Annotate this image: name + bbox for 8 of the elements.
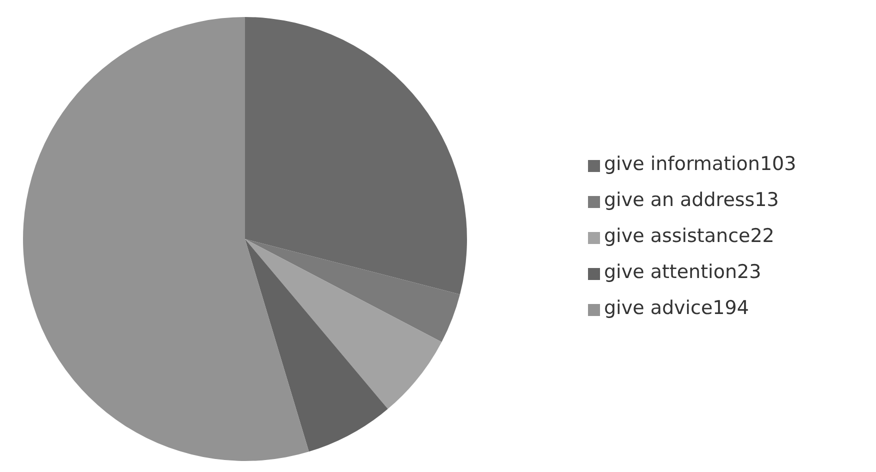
pie-slice xyxy=(23,17,309,461)
legend-label: give information103 xyxy=(604,153,796,175)
pie-slice xyxy=(245,239,442,409)
legend-label: give an address13 xyxy=(604,189,779,211)
legend-label: give assistance22 xyxy=(604,225,774,247)
legend-label: give advice194 xyxy=(604,297,749,319)
legend-label: give attention23 xyxy=(604,261,762,283)
pie-slice xyxy=(245,239,460,342)
